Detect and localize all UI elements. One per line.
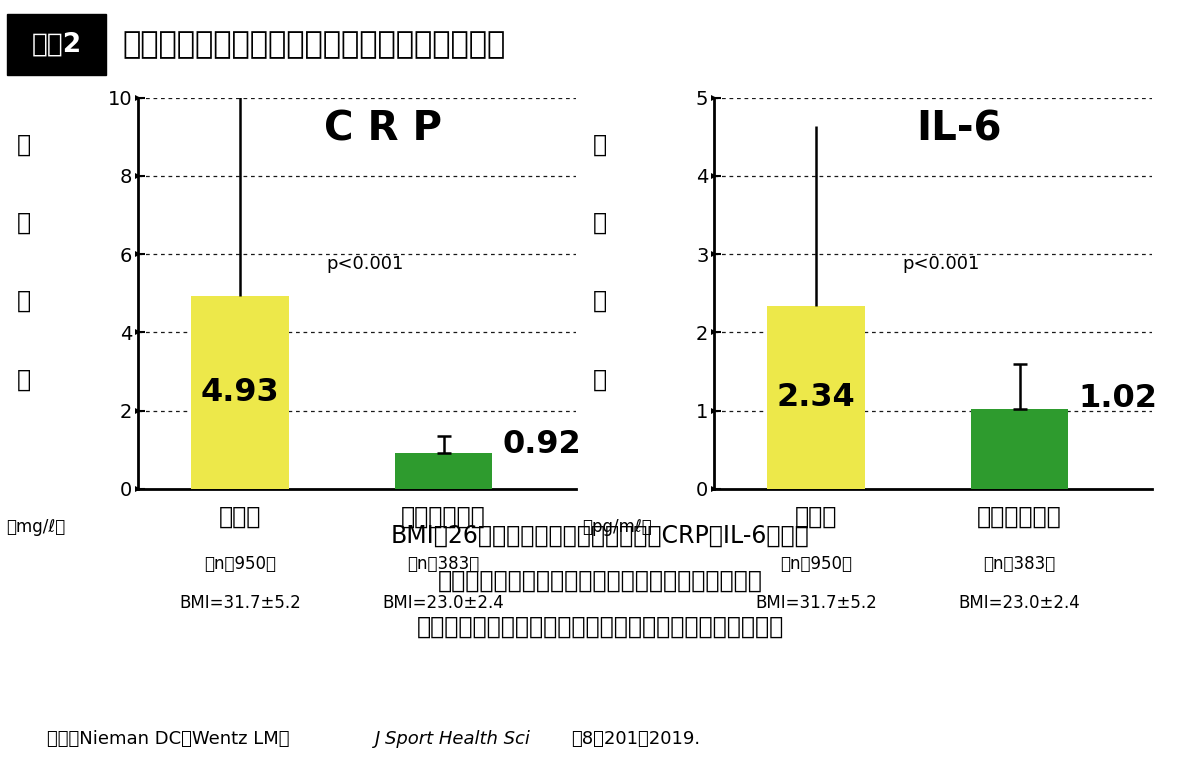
Text: 濃: 濃 — [593, 289, 607, 313]
Text: C R P: C R P — [324, 109, 443, 149]
Text: （pg/mℓ）: （pg/mℓ） — [583, 518, 653, 536]
Text: 肥満者: 肥満者 — [794, 504, 838, 529]
Text: IL-6: IL-6 — [917, 109, 1002, 149]
Text: BMI=23.0±2.4: BMI=23.0±2.4 — [383, 594, 504, 612]
Bar — [767, 306, 865, 489]
Text: 4.93: 4.93 — [200, 377, 280, 408]
Text: スポーツ選手ではいずれの炎症マーカーも低い値を示す。: スポーツ選手ではいずれの炎症マーカーも低い値を示す。 — [416, 615, 784, 638]
Text: （n＝383）: （n＝383） — [408, 555, 480, 573]
Text: （mg/ℓ）: （mg/ℓ） — [6, 518, 66, 536]
Text: 濃: 濃 — [17, 289, 31, 313]
Text: BMIが26を超える肥満者では、血中のCRPやIL-6などの: BMIが26を超える肥満者では、血中のCRPやIL-6などの — [391, 524, 809, 548]
Text: 図表2: 図表2 — [31, 31, 82, 57]
Text: p<0.001: p<0.001 — [902, 255, 979, 273]
Text: 度: 度 — [17, 368, 31, 391]
Text: 中: 中 — [17, 211, 31, 235]
Text: 血: 血 — [17, 133, 31, 156]
Text: （n＝950）: （n＝950） — [204, 555, 276, 573]
Text: 度: 度 — [593, 368, 607, 391]
Text: p<0.001: p<0.001 — [326, 255, 403, 273]
Text: ，8：201，2019.: ，8：201，2019. — [571, 730, 701, 748]
Text: 0.92: 0.92 — [503, 429, 582, 460]
Text: スポーツ選手: スポーツ選手 — [977, 504, 1062, 529]
Bar — [971, 409, 1068, 489]
Text: 血: 血 — [593, 133, 607, 156]
Bar — [7, 14, 106, 75]
Text: 肥満者: 肥満者 — [218, 504, 262, 529]
Text: J Sport Health Sci: J Sport Health Sci — [376, 730, 532, 748]
Text: 2.34: 2.34 — [776, 382, 856, 413]
Text: 炎症マーカーが高い値を示す人が多いのに対して、: 炎症マーカーが高い値を示す人が多いのに対して、 — [438, 569, 762, 593]
Text: 1.02: 1.02 — [1079, 383, 1158, 414]
Text: BMI=23.0±2.4: BMI=23.0±2.4 — [959, 594, 1080, 612]
Text: （n＝383）: （n＝383） — [984, 555, 1056, 573]
Text: （n＝950）: （n＝950） — [780, 555, 852, 573]
Text: スポーツ選手: スポーツ選手 — [401, 504, 486, 529]
Bar — [191, 296, 289, 489]
Text: 中: 中 — [593, 211, 607, 235]
Text: 出所：Nieman DC＆Wentz LM，: 出所：Nieman DC＆Wentz LM， — [47, 730, 289, 748]
Text: BMI=31.7±5.2: BMI=31.7±5.2 — [179, 594, 301, 612]
Text: BMI=31.7±5.2: BMI=31.7±5.2 — [755, 594, 877, 612]
Text: 定期的な運動には慢性炎症を抑える効果がある: 定期的な運動には慢性炎症を抑える効果がある — [122, 30, 505, 59]
Bar — [395, 453, 492, 489]
